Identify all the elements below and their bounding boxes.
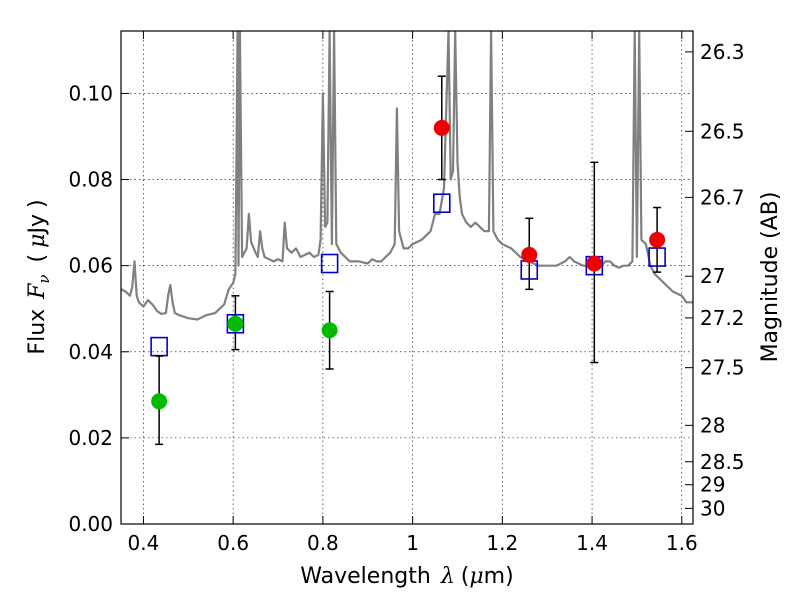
flux-circle	[521, 246, 538, 263]
y-tick-label: 0.06	[68, 254, 113, 278]
mag-tick-label: 26.3	[700, 40, 745, 64]
y-tick-label: 0.10	[68, 81, 113, 105]
x-tick-label: 1.2	[486, 531, 518, 555]
observed-flux-point	[521, 217, 538, 291]
observed-flux-point	[433, 75, 450, 181]
tick-labels: 0.4 0.6 0.8 1 1.2 1.4 1.6 0.00 0.02 0.04 0.06 0.08 0…	[68, 40, 744, 555]
x-axis-label: Wavelength λ (μm)	[300, 564, 513, 589]
mag-tick-label: 30	[700, 496, 725, 520]
model-flux-square	[432, 193, 451, 214]
mag-tick-label: 26.5	[700, 119, 745, 143]
plot-frame	[120, 30, 694, 525]
observed-flux-point	[649, 206, 666, 273]
y-tick-label: 0.04	[68, 340, 113, 364]
observed-flux-point	[586, 161, 603, 364]
axis-ticks	[121, 31, 693, 525]
x-tick-label: 1	[406, 531, 419, 555]
flux-circle	[586, 255, 603, 272]
x-tick-label: 0.4	[128, 531, 160, 555]
x-tick-label: 0.8	[307, 531, 339, 555]
mag-tick-label: 27	[700, 264, 725, 288]
mag-tick-label: 29	[700, 473, 725, 497]
model-flux-square	[150, 336, 168, 357]
flux-circle	[151, 393, 168, 410]
y2-axis-label: Magnitude (AB)	[758, 192, 783, 363]
mag-tick-label: 26.7	[700, 185, 745, 209]
mag-tick-label: 28	[700, 413, 725, 437]
flux-circle	[321, 322, 338, 339]
x-tick-label: 1.4	[576, 531, 608, 555]
photometry-points	[150, 75, 666, 446]
grid-lines	[121, 31, 693, 524]
flux-circle	[227, 315, 244, 332]
flux-circle	[433, 119, 450, 136]
mag-tick-label: 28.5	[700, 450, 745, 474]
observed-flux-point	[227, 295, 244, 351]
observed-flux-point	[321, 290, 338, 370]
x-tick-label: 1.6	[666, 531, 698, 555]
model-spectrum	[121, 31, 693, 321]
mag-tick-label: 27.5	[700, 356, 745, 380]
y-axis-label: FluxFν(μJy)	[25, 199, 53, 354]
observed-flux-point	[151, 355, 168, 446]
mag-tick-label: 27.2	[700, 306, 745, 330]
y-tick-label: 0.02	[68, 426, 113, 450]
model-flux-square	[320, 253, 339, 274]
spectrum-line	[121, 31, 693, 321]
y-tick-label: 0.08	[68, 168, 113, 192]
y-tick-label: 0.00	[68, 512, 113, 536]
x-tick-label: 0.6	[217, 531, 249, 555]
flux-circle	[649, 231, 666, 248]
